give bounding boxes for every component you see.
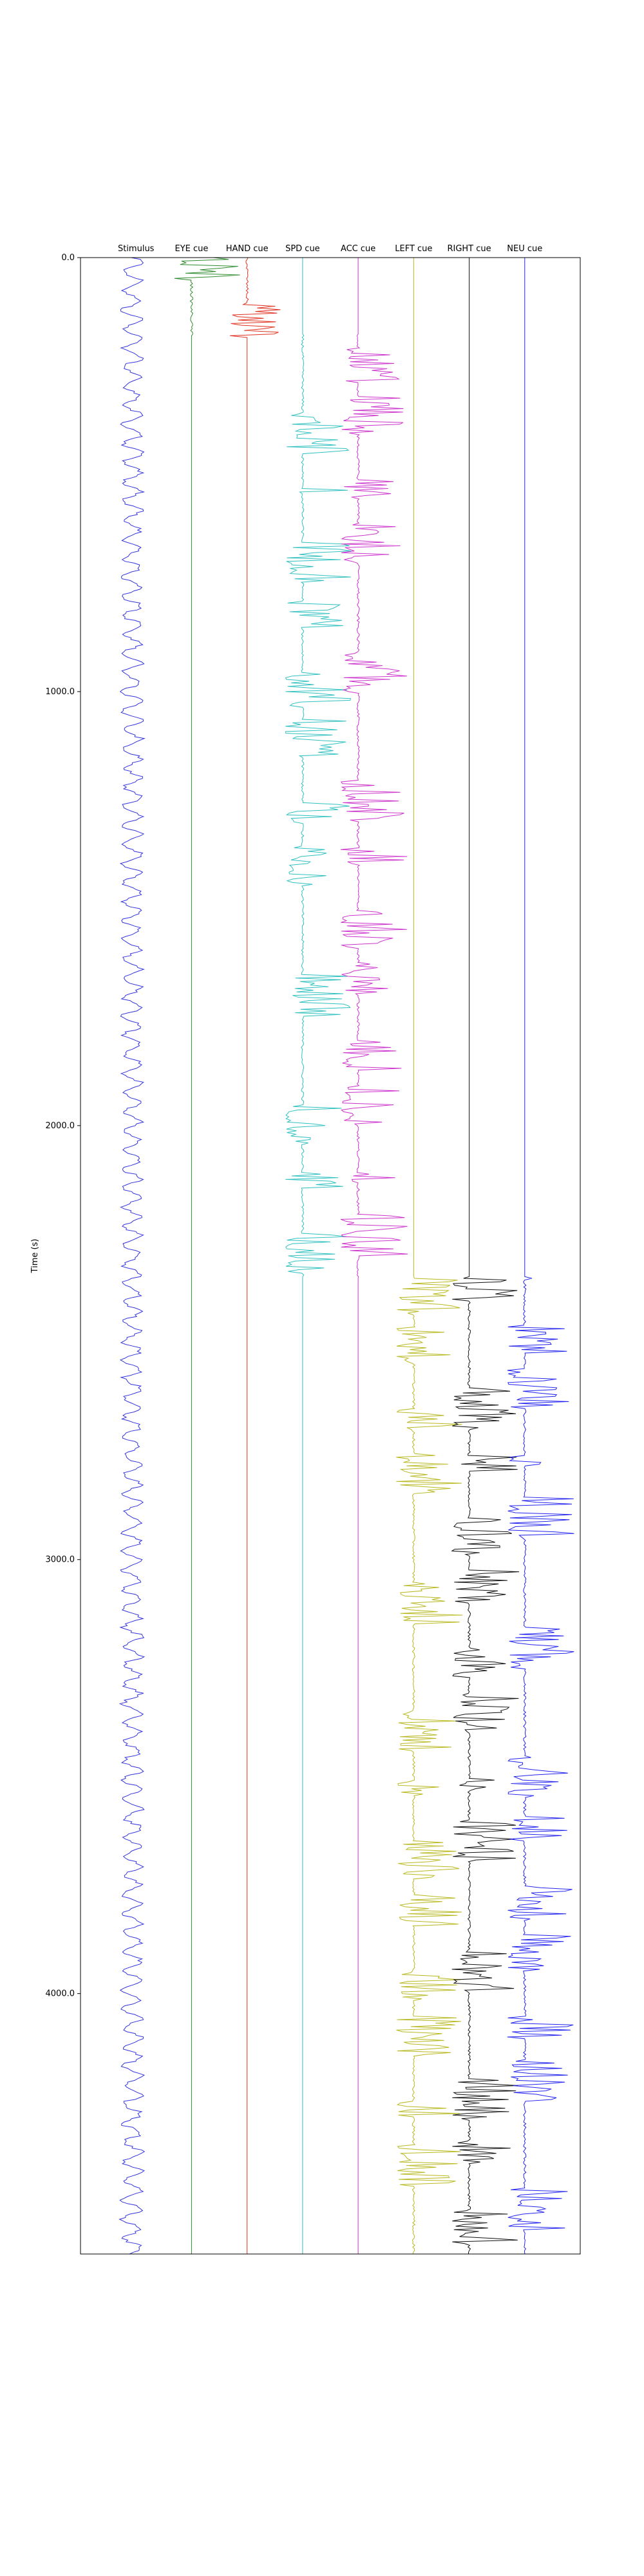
column-label-neu-cue: NEU cue (507, 244, 542, 254)
trace-stimulus (118, 257, 146, 2255)
trace-left-cue (396, 258, 463, 2255)
trace-spd-cue (285, 258, 352, 2254)
y-tick-label: 3000.0 (46, 1555, 75, 1565)
trace-acc-cue (340, 258, 408, 2254)
trace-hand-cue (230, 257, 281, 2254)
column-label-eye-cue: EYE cue (175, 244, 208, 254)
column-label-left-cue: LEFT cue (395, 244, 432, 254)
column-label-hand-cue: HAND cue (226, 244, 269, 254)
trace-eye-cue (174, 257, 240, 2254)
trace-right-cue (451, 258, 520, 2255)
y-axis-ticks: 0.0 1000.0 2000.0 3000.0 4000.0 (46, 253, 80, 1999)
y-tick-label: 1000.0 (46, 687, 75, 697)
column-label-stimulus: Stimulus (118, 244, 155, 254)
y-tick-label: 2000.0 (46, 1121, 75, 1131)
plot-frame (80, 257, 581, 2255)
y-axis-label: Time (s) (30, 1239, 40, 1274)
column-labels: Stimulus EYE cue HAND cue SPD cue ACC cue LEF… (118, 244, 542, 254)
y-tick-label: 4000.0 (46, 1989, 75, 1999)
trace-neu-cue (507, 258, 574, 2255)
column-label-right-cue: RIGHT cue (447, 244, 491, 254)
column-label-spd-cue: SPD cue (285, 244, 320, 254)
y-tick-label: 0.0 (61, 253, 75, 263)
trace-layer (118, 257, 574, 2255)
column-label-acc-cue: ACC cue (341, 244, 375, 254)
